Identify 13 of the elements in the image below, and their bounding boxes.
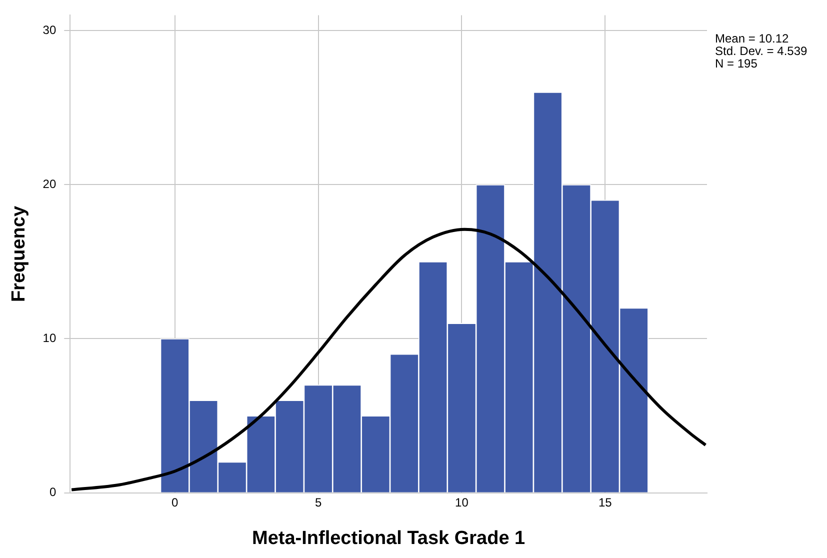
y-tick-label: 20 <box>42 176 56 191</box>
x-tick-label: 5 <box>314 495 322 510</box>
x-tick-label: 0 <box>172 495 179 510</box>
y-axis-title: Frequency <box>8 206 30 302</box>
y-tick-label: 0 <box>49 485 56 500</box>
x-tick-label: 10 <box>455 495 469 510</box>
x-tick-label: 15 <box>598 495 612 510</box>
text: N = 195 <box>715 56 758 70</box>
text: Mean = 10.12 <box>715 31 790 46</box>
y-tick-label: 30 <box>42 22 56 37</box>
y-tick-label: 10 <box>42 331 56 346</box>
x-axis-title: Meta-Inflectional Task Grade 1 <box>252 528 526 549</box>
text: Std. Dev. = 4.539 <box>715 44 808 58</box>
